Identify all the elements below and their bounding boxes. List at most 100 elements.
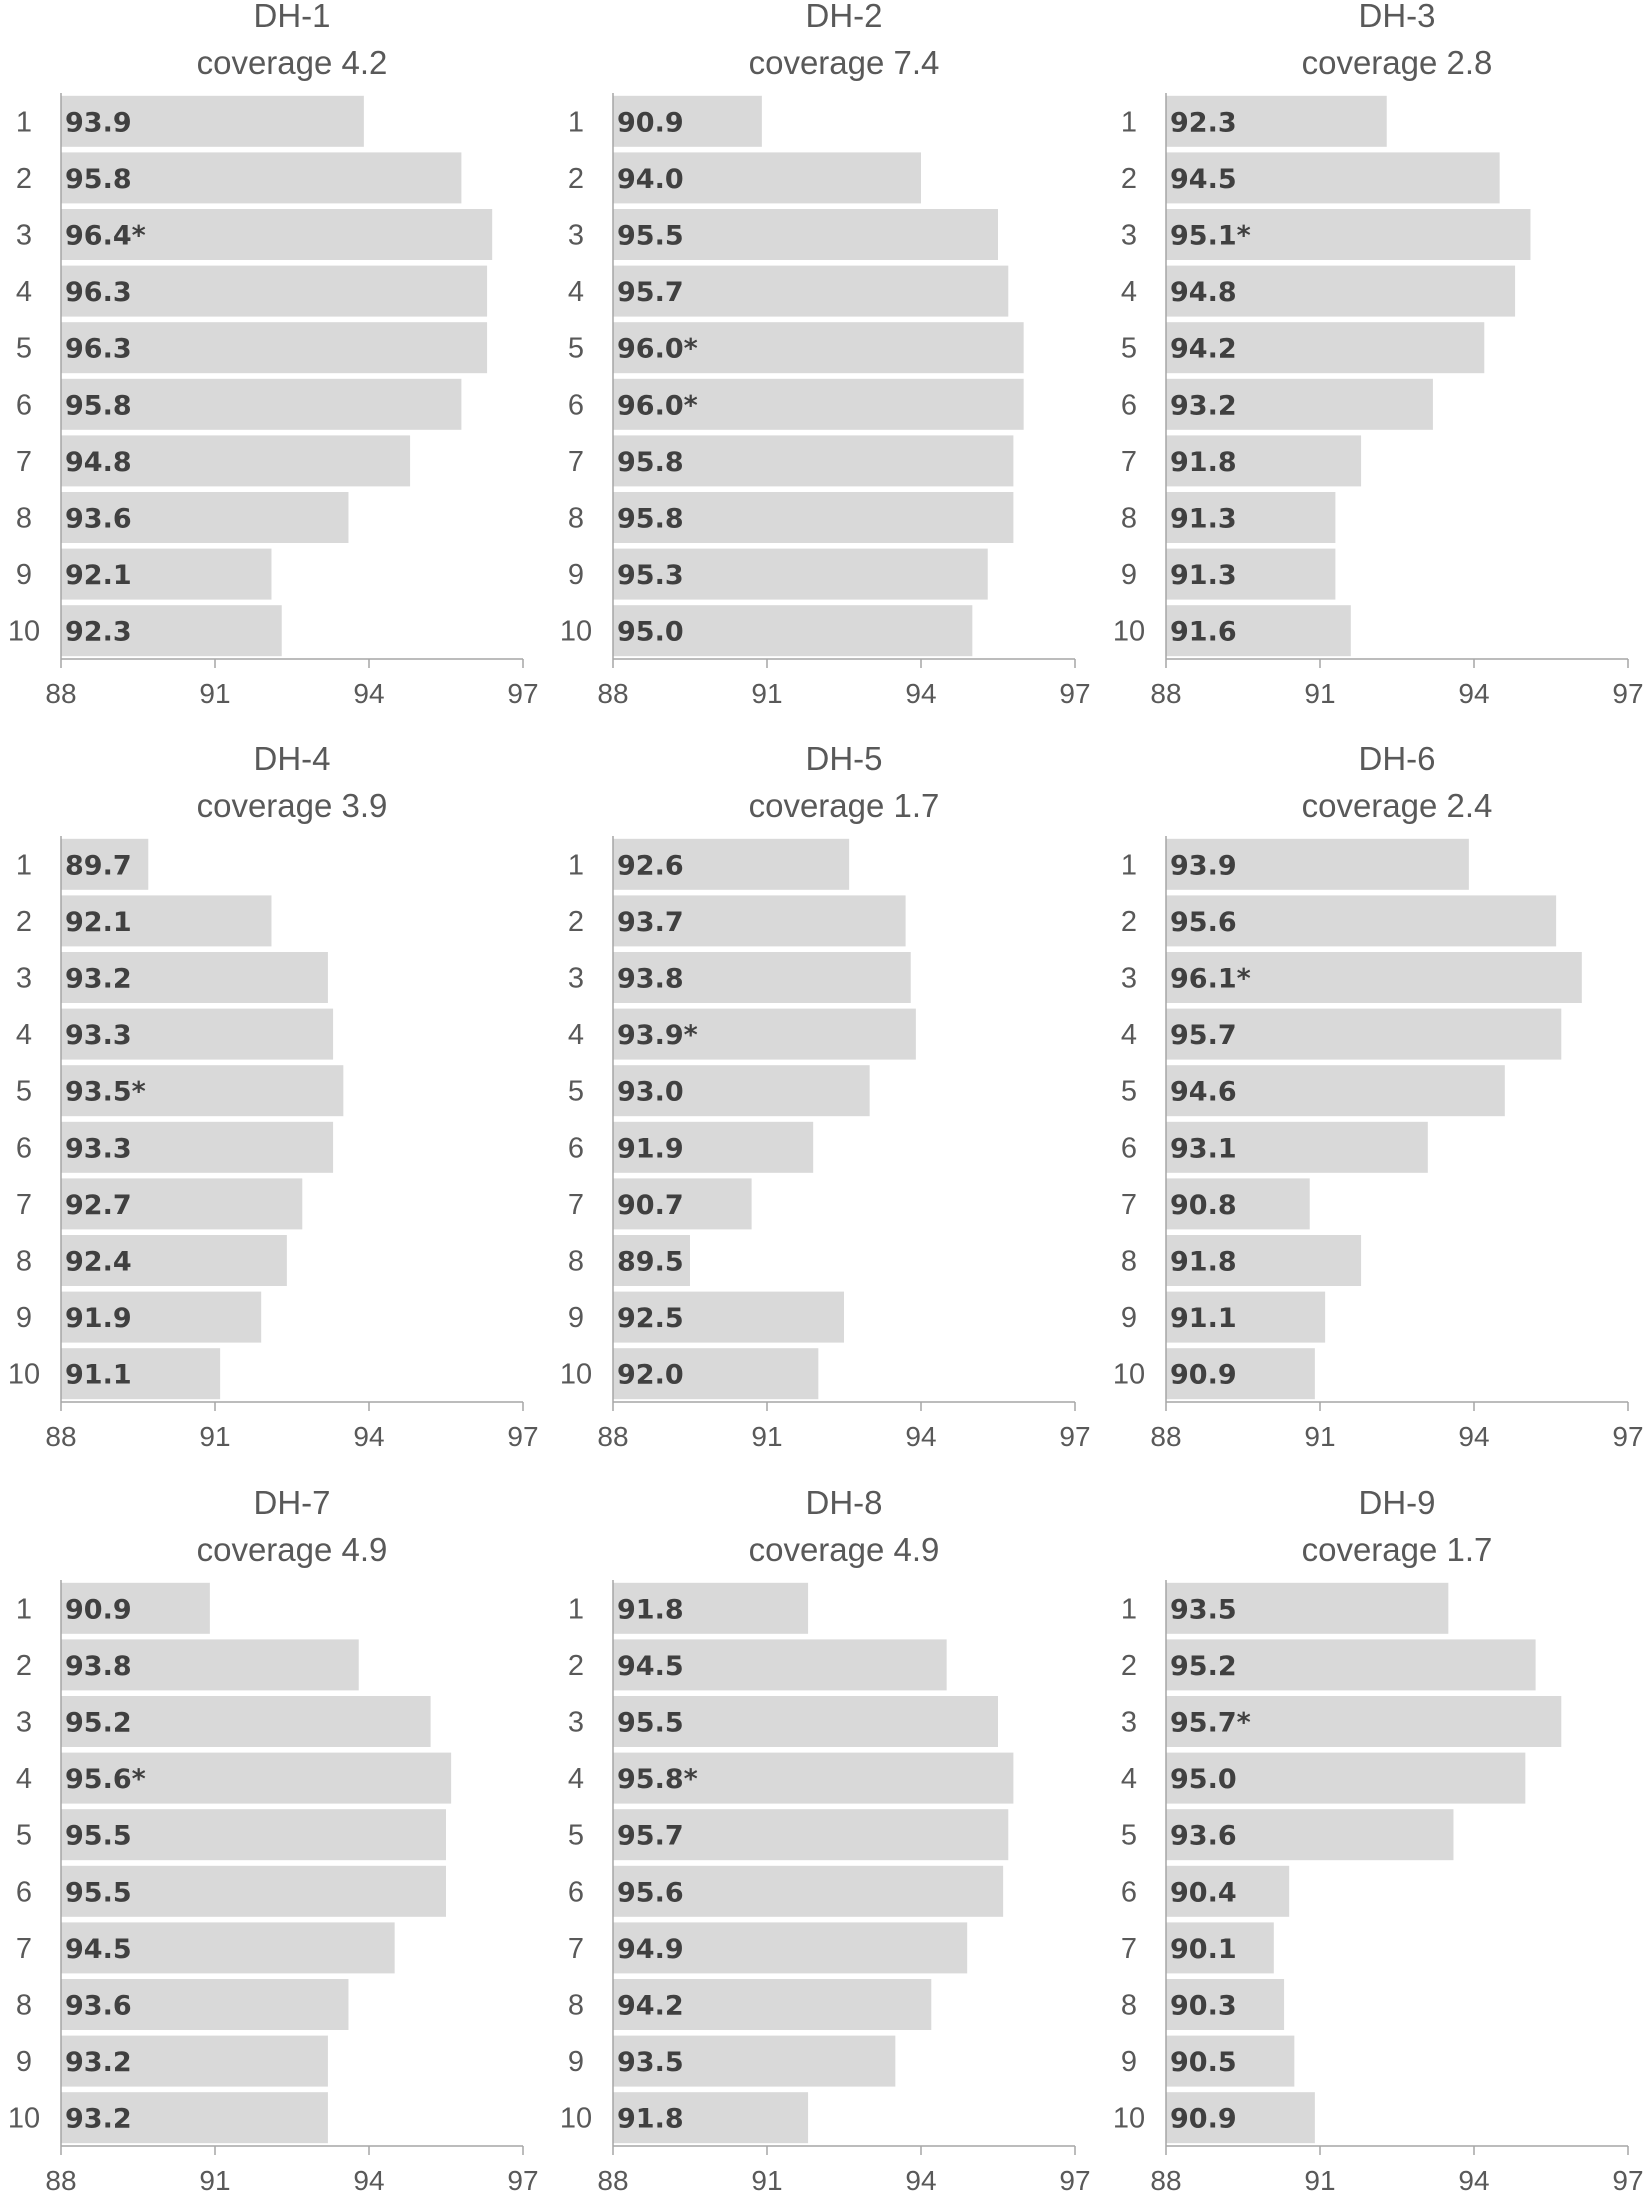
category-label: 8 [568, 1246, 584, 1278]
bar [61, 1696, 431, 1747]
category-label: 2 [568, 906, 584, 938]
category-label: 3 [568, 963, 584, 995]
data-label: 95.0 [617, 617, 684, 648]
data-label: 95.2 [1170, 1651, 1237, 1682]
data-label: 95.1* [1170, 221, 1251, 252]
data-label: 95.5 [65, 1877, 132, 1908]
bar [613, 1809, 1009, 1861]
bar [61, 1979, 349, 2030]
bar [1166, 1752, 1526, 1804]
category-label: 7 [1121, 1933, 1137, 1965]
bar [1166, 2092, 1315, 2144]
bar [613, 548, 988, 600]
bar [613, 2035, 896, 2087]
chart-panel: DH-8 coverage 4.9 1 91.8 2 94.5 3 95.5 4 95.8* 5 95… [560, 1484, 1091, 2196]
x-tick-label: 97 [1059, 2165, 1090, 2196]
category-label: 6 [1121, 1876, 1137, 1908]
category-label: 2 [568, 1650, 584, 1682]
category-label: 7 [16, 1933, 32, 1965]
data-label: 90.5 [1170, 2047, 1237, 2078]
x-tick-label: 88 [597, 1421, 628, 1452]
data-label: 91.3 [1170, 560, 1237, 591]
category-label: 6 [568, 1132, 584, 1164]
bar [61, 265, 488, 317]
chart-panel: DH-5 coverage 1.7 1 92.6 2 93.7 3 93.8 4 93.9* 5 93… [560, 740, 1091, 1452]
data-label: 95.8 [617, 447, 684, 478]
bar [61, 1348, 221, 1400]
category-label: 1 [568, 106, 584, 138]
data-label: 96.1* [1170, 964, 1251, 995]
bar [61, 605, 282, 657]
bar [1166, 1291, 1326, 1343]
bar [1166, 1121, 1428, 1173]
bar [61, 952, 328, 1003]
category-label: 2 [1121, 1650, 1137, 1682]
category-label: 10 [560, 2103, 592, 2135]
category-label: 10 [1113, 2103, 1145, 2135]
bar [613, 1121, 814, 1173]
bar [613, 1639, 947, 1691]
data-label: 93.8 [65, 1651, 132, 1682]
data-label: 93.6 [65, 504, 132, 535]
data-label: 95.8* [617, 1764, 698, 1795]
data-label: 90.3 [1170, 1991, 1237, 2022]
category-label: 9 [16, 2046, 32, 2078]
category-label: 1 [1121, 106, 1137, 138]
bar [613, 95, 762, 147]
category-label: 6 [16, 1132, 32, 1164]
x-tick-label: 91 [1304, 2165, 1335, 2196]
data-label: 91.9 [65, 1303, 132, 1334]
category-label: 3 [1121, 1707, 1137, 1739]
bar [613, 322, 1024, 374]
x-tick-label: 91 [751, 678, 782, 709]
bar [613, 492, 1014, 543]
data-label: 95.7 [617, 277, 684, 308]
panel-subtitle: coverage 7.4 [749, 44, 940, 81]
data-label: 93.6 [1170, 1821, 1237, 1852]
x-tick-label: 91 [751, 2165, 782, 2196]
bar [613, 1696, 998, 1747]
category-label: 5 [16, 1076, 32, 1108]
category-label: 4 [1121, 1763, 1137, 1795]
x-tick-label: 91 [751, 1421, 782, 1452]
category-label: 8 [568, 503, 584, 535]
x-tick-label: 94 [353, 678, 384, 709]
data-label: 92.1 [65, 560, 132, 591]
panel-title: DH-7 [253, 1484, 330, 1521]
x-tick-label: 97 [507, 2165, 538, 2196]
category-label: 3 [1121, 220, 1137, 252]
data-label: 93.3 [65, 1133, 132, 1164]
bar [61, 2092, 328, 2144]
data-label: 96.3 [65, 277, 132, 308]
data-label: 90.8 [1170, 1190, 1237, 1221]
data-label: 92.0 [617, 1360, 684, 1391]
data-label: 91.8 [617, 2104, 684, 2135]
category-label: 4 [16, 1763, 32, 1795]
bar [61, 1291, 262, 1343]
category-label: 3 [16, 1707, 32, 1739]
x-tick-label: 94 [1458, 678, 1489, 709]
x-tick-label: 94 [1458, 2165, 1489, 2196]
category-label: 6 [16, 389, 32, 421]
category-label: 8 [16, 503, 32, 535]
category-label: 5 [16, 333, 32, 365]
bar [1166, 1922, 1274, 1974]
data-label: 96.0* [617, 390, 698, 421]
category-label: 1 [568, 1593, 584, 1625]
bar [1166, 838, 1469, 890]
bar [613, 605, 973, 657]
bar [1166, 1235, 1362, 1286]
category-label: 2 [1121, 906, 1137, 938]
data-label: 93.2 [65, 2047, 132, 2078]
data-label: 92.3 [65, 617, 132, 648]
bar [61, 1178, 303, 1230]
bar [613, 1752, 1014, 1804]
bar [1166, 1008, 1562, 1060]
bar [1166, 322, 1485, 374]
bar [1166, 1178, 1310, 1230]
chart-panel: DH-2 coverage 7.4 1 90.9 2 94.0 3 95.5 4 95.7 5 96.… [560, 0, 1091, 709]
category-label: 7 [16, 1189, 32, 1221]
category-label: 9 [1121, 1302, 1137, 1334]
category-label: 2 [1121, 163, 1137, 195]
